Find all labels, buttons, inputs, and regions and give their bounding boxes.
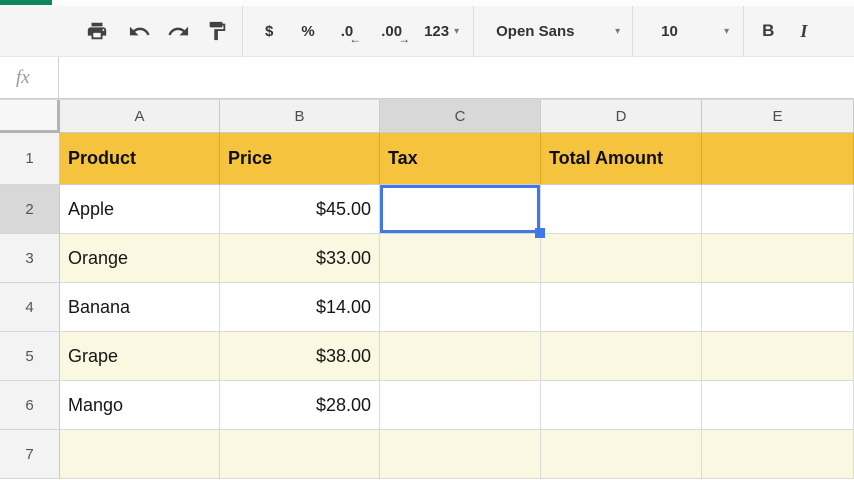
toolbar-divider <box>242 5 243 57</box>
paint-format-button[interactable] <box>206 20 228 42</box>
cell-C5[interactable] <box>380 332 541 381</box>
cell-E1[interactable] <box>702 133 854 185</box>
table-row: 2 Apple $45.00 <box>0 185 854 238</box>
cell-A3[interactable]: Orange <box>60 234 220 283</box>
cell-C2-selected[interactable] <box>380 185 545 238</box>
undo-button[interactable] <box>128 20 151 43</box>
cell-B4[interactable]: $14.00 <box>220 283 380 332</box>
column-header-a[interactable]: A <box>60 100 220 133</box>
table-row: 3 Orange $33.00 <box>0 234 854 283</box>
cell-B1[interactable]: Price <box>220 133 380 185</box>
chevron-down-icon: ▾ <box>615 25 621 37</box>
table-row: 4 Banana $14.00 <box>0 283 854 332</box>
row-header-4[interactable]: 4 <box>0 283 60 332</box>
cell-B5[interactable]: $38.00 <box>220 332 380 381</box>
cell-A6[interactable]: Mango <box>60 381 220 430</box>
cell-E3[interactable] <box>702 234 854 283</box>
print-icon <box>86 20 108 42</box>
toolbar-divider <box>743 5 745 57</box>
select-all-corner[interactable] <box>0 100 60 133</box>
increase-decimal-button[interactable]: .00 → <box>381 22 410 46</box>
cell-A5[interactable]: Grape <box>60 332 220 381</box>
chevron-down-icon: ▾ <box>454 25 460 37</box>
cell-E5[interactable] <box>702 332 854 381</box>
formula-bar: fx <box>0 57 854 99</box>
toolbar-divider <box>473 5 475 57</box>
more-formats-button[interactable]: 123 ▾ <box>424 23 459 40</box>
cell-D4[interactable] <box>541 283 702 332</box>
undo-icon <box>128 20 151 43</box>
cell-D5[interactable] <box>541 332 702 381</box>
table-row: 5 Grape $38.00 <box>0 332 854 381</box>
cell-C1[interactable]: Tax <box>380 133 541 185</box>
percent-format-button[interactable]: % <box>301 22 315 40</box>
table-row: 1 Product Price Tax Total Amount <box>0 133 854 185</box>
font-size-value: 10 <box>661 22 678 40</box>
redo-icon <box>167 20 190 43</box>
cell-A4[interactable]: Banana <box>60 283 220 332</box>
chevron-down-icon: ▾ <box>724 25 730 37</box>
column-header-d[interactable]: D <box>541 100 702 133</box>
cell-B2[interactable]: $45.00 <box>220 185 380 234</box>
increase-decimal-arrow-icon: → <box>398 31 411 46</box>
cell-E7[interactable] <box>702 430 854 479</box>
toolbar-divider <box>632 5 634 57</box>
font-family-value: Open Sans <box>496 22 575 40</box>
increase-decimal-label: .00 <box>381 22 403 40</box>
browser-tab-fragment <box>0 0 52 5</box>
redo-button[interactable] <box>167 20 190 43</box>
bold-button[interactable]: B <box>762 21 775 40</box>
cell-B6[interactable]: $28.00 <box>220 381 380 430</box>
toolbar: $ % .0 ← .00 → 123 ▾ Open Sans ▾ 10 ▾ B … <box>0 5 854 57</box>
row-header-3[interactable]: 3 <box>0 234 60 283</box>
formula-input[interactable] <box>59 57 854 98</box>
cell-D7[interactable] <box>541 430 702 479</box>
row-header-5[interactable]: 5 <box>0 332 60 381</box>
table-row: 6 Mango $28.00 <box>0 381 854 430</box>
cell-A7[interactable] <box>60 430 220 479</box>
fx-icon: fx <box>0 57 59 98</box>
currency-format-button[interactable]: $ <box>265 22 274 40</box>
row-header-1[interactable]: 1 <box>0 133 60 185</box>
row-header-6[interactable]: 6 <box>0 381 60 430</box>
cell-A1[interactable]: Product <box>60 133 220 185</box>
cell-C6[interactable] <box>380 381 541 430</box>
italic-button[interactable]: I <box>800 20 808 41</box>
print-button[interactable] <box>86 20 108 42</box>
column-header-e[interactable]: E <box>702 100 854 133</box>
cell-E6[interactable] <box>702 381 854 430</box>
cell-A2[interactable]: Apple <box>60 185 220 234</box>
more-formats-label: 123 <box>424 22 450 40</box>
decrease-decimal-arrow-icon: ← <box>349 31 362 46</box>
table-row: 7 <box>0 430 854 479</box>
decrease-decimal-label: .0 <box>340 22 354 40</box>
browser-top-strip <box>0 0 854 6</box>
cell-B3[interactable]: $33.00 <box>220 234 380 283</box>
cell-C3[interactable] <box>380 234 541 283</box>
cell-D2[interactable] <box>541 185 702 234</box>
cell-E2[interactable] <box>702 185 854 234</box>
decrease-decimal-button[interactable]: .0 ← <box>340 22 362 46</box>
cell-E4[interactable] <box>702 283 854 332</box>
font-family-select[interactable]: Open Sans ▾ <box>474 23 632 40</box>
paint-format-icon <box>206 20 228 42</box>
cell-D1[interactable]: Total Amount <box>541 133 702 185</box>
cell-D3[interactable] <box>541 234 702 283</box>
row-header-2[interactable]: 2 <box>0 185 60 234</box>
column-header-c[interactable]: C <box>380 100 541 133</box>
cell-D6[interactable] <box>541 381 702 430</box>
cell-C7[interactable] <box>380 430 541 479</box>
cell-B7[interactable] <box>220 430 380 479</box>
font-size-select[interactable]: 10 ▾ <box>633 23 743 40</box>
column-header-b[interactable]: B <box>220 100 380 133</box>
row-header-7[interactable]: 7 <box>0 430 60 479</box>
column-header-row: A B C D E <box>0 99 854 133</box>
fill-handle[interactable] <box>535 228 545 238</box>
cell-C4[interactable] <box>380 283 541 332</box>
